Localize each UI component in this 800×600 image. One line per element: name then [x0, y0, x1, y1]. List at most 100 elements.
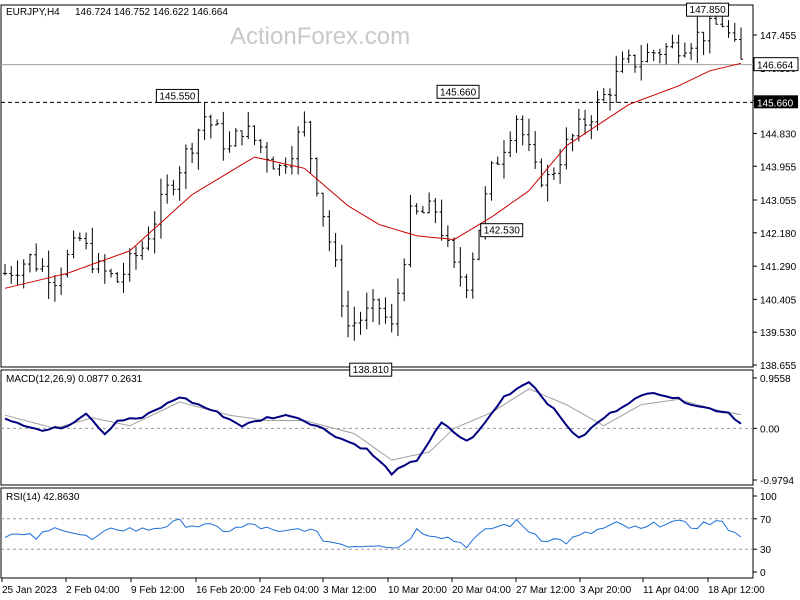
time-tick-label: 11 Apr 04:00	[643, 585, 699, 596]
rsi-title: RSI(14) 42.8630	[6, 492, 80, 503]
symbol-label: EURJPY,H4	[6, 7, 60, 18]
price-annotation-box	[480, 223, 524, 238]
price-bar	[289, 145, 294, 175]
price-bar	[639, 45, 644, 81]
price-bar	[102, 254, 107, 284]
price-bar	[433, 197, 438, 224]
price-bar	[395, 278, 400, 337]
price-bar	[283, 157, 288, 174]
price-bar	[252, 125, 257, 146]
price-bar	[664, 43, 669, 65]
price-bar	[427, 192, 432, 214]
price-bar	[545, 164, 550, 202]
price-annotation-label: 138.810	[353, 365, 390, 376]
time-tick-label: 20 Mar 04:00	[452, 585, 511, 596]
price-panel	[0, 4, 754, 368]
price-bar	[96, 252, 101, 274]
current-price-tag	[753, 57, 799, 72]
price-bar	[526, 118, 531, 152]
price-annotation: 142.530	[480, 223, 524, 238]
price-bar	[321, 192, 326, 227]
level-price-tag-label: 145.660	[757, 98, 794, 109]
price-bar	[701, 31, 706, 56]
price-bar	[333, 233, 338, 268]
price-bar	[377, 298, 382, 325]
price-annotation-label: 147.850	[690, 5, 727, 16]
price-bar	[408, 194, 413, 268]
rsi-tick-label: 30	[760, 545, 772, 556]
price-bar	[177, 166, 182, 201]
price-tick-label: 143.055	[760, 196, 797, 207]
price-bar	[383, 297, 388, 324]
price-bar	[439, 199, 444, 241]
price-bar	[346, 290, 351, 338]
price-annotation-label: 142.530	[484, 226, 521, 237]
price-bar	[364, 292, 369, 330]
price-bar	[71, 230, 76, 259]
macd-tick-label: -0.9794	[760, 476, 794, 487]
time-tick-label: 27 Mar 12:00	[516, 585, 575, 596]
price-bar	[3, 263, 7, 276]
price-annotation: 138.810	[349, 362, 393, 377]
macd-line	[4, 380, 742, 477]
rsi-tick-label: 100	[760, 492, 777, 503]
price-bar	[27, 253, 32, 273]
price-bar	[651, 49, 656, 62]
price-bar	[183, 144, 188, 189]
price-bar	[632, 54, 637, 73]
price-annotation-label: 145.660	[440, 87, 477, 98]
price-bar	[258, 139, 263, 154]
price-bar	[271, 156, 276, 170]
price-bar	[339, 244, 344, 318]
price-bar	[34, 243, 39, 272]
price-bar	[445, 225, 450, 248]
price-bar	[202, 102, 207, 141]
price-annotation: 145.660	[436, 84, 480, 99]
price-bar	[171, 179, 176, 196]
price-bar	[196, 128, 201, 170]
price-bar	[495, 156, 500, 165]
price-annotation-box	[155, 88, 199, 103]
price-bar	[46, 250, 51, 299]
price-bar	[608, 88, 613, 111]
time-tick-label: 18 Apr 12:00	[708, 585, 765, 596]
price-bar	[52, 275, 57, 302]
time-tick-label: 25 Jan 2023	[2, 585, 57, 596]
price-tick-label: 143.955	[760, 162, 797, 173]
price-tick-label: 138.655	[760, 361, 797, 372]
ohlc-readout: 146.724 146.752 146.622 146.664	[75, 7, 228, 18]
price-bar	[689, 43, 694, 61]
price-bar	[533, 131, 538, 169]
price-bar	[601, 88, 606, 102]
macd-tick-label: 0.9558	[760, 374, 791, 385]
price-bar	[551, 167, 556, 180]
price-bar	[358, 311, 363, 335]
price-bar	[308, 120, 313, 174]
price-bar	[570, 133, 575, 152]
price-bar	[215, 119, 220, 126]
watermark: ActionForex.com	[230, 23, 410, 50]
price-bar	[695, 16, 700, 63]
rsi-tick-label: 70	[760, 515, 772, 526]
price-annotation: 147.850	[686, 2, 730, 17]
price-bar	[121, 262, 126, 293]
price-bar	[539, 158, 544, 188]
price-annotation-label: 145.550	[159, 91, 196, 102]
price-tick-label: 139.530	[760, 328, 797, 339]
price-bar	[165, 174, 170, 204]
price-bar	[589, 115, 594, 140]
price-bar	[59, 267, 64, 295]
time-tick-label: 3 Apr 20:00	[580, 585, 632, 596]
price-bar	[614, 55, 619, 103]
price-bar	[302, 111, 307, 137]
price-bar	[233, 128, 238, 147]
price-bar	[626, 49, 631, 64]
rsi-panel	[0, 487, 754, 579]
price-tick-label: 142.180	[760, 229, 797, 240]
price-bar	[645, 43, 650, 63]
time-tick-label: 9 Feb 12:00	[131, 585, 185, 596]
price-bar	[127, 248, 132, 282]
price-bar	[9, 266, 14, 284]
macd-signal-line	[4, 388, 742, 461]
macd-panel	[0, 369, 754, 486]
